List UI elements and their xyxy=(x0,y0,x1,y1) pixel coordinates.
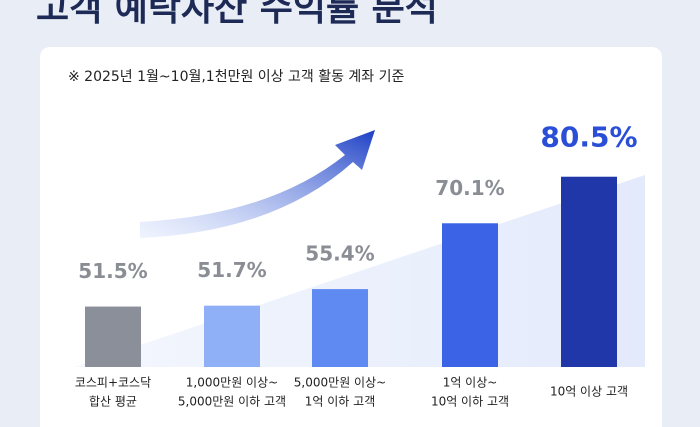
trend-arrow xyxy=(140,130,375,238)
x-tick-label: 5,000만원 이하 고객 xyxy=(178,395,286,409)
x-tick-label: 5,000만원 이상~ xyxy=(294,376,386,390)
value-label: 51.7% xyxy=(197,258,266,282)
x-tick-label: 10억 이하 고객 xyxy=(431,395,509,409)
bar xyxy=(442,223,498,367)
x-tick-label: 코스피+코스닥 xyxy=(75,376,151,390)
bar xyxy=(312,289,368,367)
x-tick-label: 1,000만원 이상~ xyxy=(186,376,278,390)
x-tick-label: 10억 이상 고객 xyxy=(550,385,628,399)
bar xyxy=(204,305,260,367)
value-label: 51.5% xyxy=(78,259,147,283)
x-tick-label: 합산 평균 xyxy=(89,395,137,409)
bar xyxy=(85,306,141,367)
x-tick-label: 1억 이하 고객 xyxy=(305,395,375,409)
x-tick-label: 1억 이상~ xyxy=(443,376,498,390)
value-label: 70.1% xyxy=(435,176,504,200)
chart-title: 고객 예탁자산 수익률 분석 xyxy=(36,0,438,29)
bar xyxy=(561,176,617,367)
value-label: 55.4% xyxy=(305,242,374,266)
value-label: 80.5% xyxy=(540,121,637,154)
note: ※ 2025년 1월~10월,1천만원 이상 고객 활동 계좌 기준 xyxy=(68,69,405,85)
